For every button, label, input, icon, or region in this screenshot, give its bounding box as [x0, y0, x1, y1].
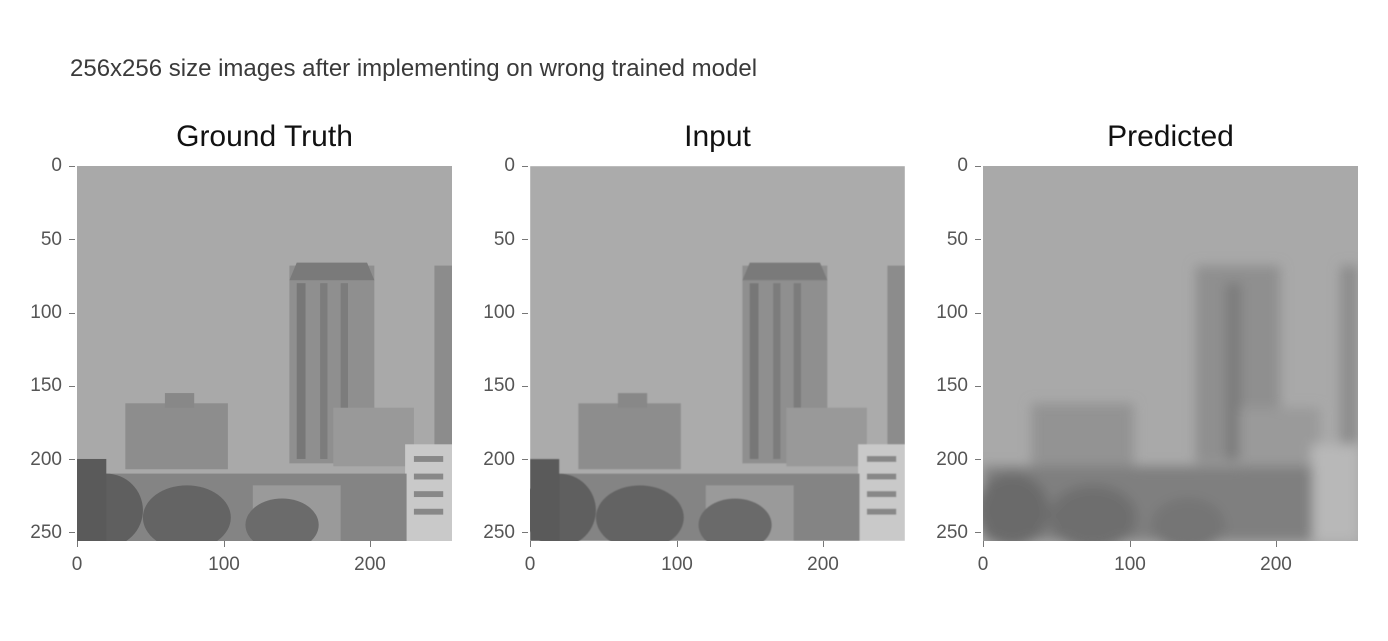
y-tick: 100 [30, 302, 62, 323]
y-tick: 250 [483, 522, 515, 543]
x-tick: 200 [354, 554, 386, 575]
x-tick: 0 [71, 554, 83, 575]
y-tick: 200 [483, 449, 515, 470]
y-tick: 0 [957, 155, 968, 176]
city-photo [77, 166, 452, 541]
y-tick: 250 [30, 522, 62, 543]
y-tick: 0 [504, 155, 515, 176]
x-tick: 200 [1260, 554, 1292, 575]
panel-ground-truth: Ground Truth [0, 0, 460, 641]
y-tick: 100 [483, 302, 515, 323]
panel-input: Input 0 50 [453, 0, 913, 641]
y-tick: 100 [936, 302, 968, 323]
y-tick: 50 [946, 229, 968, 250]
panel-title: Ground Truth [176, 120, 353, 153]
x-tick: 100 [1114, 554, 1146, 575]
y-tick: 150 [483, 375, 515, 396]
y-tick: 50 [493, 229, 515, 250]
city-photo-blurred [983, 166, 1358, 541]
panel-title: Predicted [1107, 120, 1234, 153]
image-input [530, 166, 905, 541]
y-tick: 200 [30, 449, 62, 470]
city-photo [530, 166, 905, 541]
x-tick: 100 [661, 554, 693, 575]
figure-caption: 256x256 size images after implementing o… [70, 55, 758, 82]
x-tick: 0 [977, 554, 989, 575]
x-tick: 200 [807, 554, 839, 575]
y-tick: 250 [936, 522, 968, 543]
image-predicted [983, 166, 1358, 541]
y-tick: 0 [51, 155, 62, 176]
panel-predicted: Predicted 0 50 100 150 200 250 0 100 200 [906, 0, 1366, 641]
image-ground-truth [77, 166, 452, 541]
x-tick: 100 [208, 554, 240, 575]
panel-title: Input [684, 120, 751, 153]
x-tick: 0 [524, 554, 536, 575]
y-tick: 50 [40, 229, 62, 250]
y-tick: 150 [30, 375, 62, 396]
y-tick: 150 [936, 375, 968, 396]
y-tick: 200 [936, 449, 968, 470]
